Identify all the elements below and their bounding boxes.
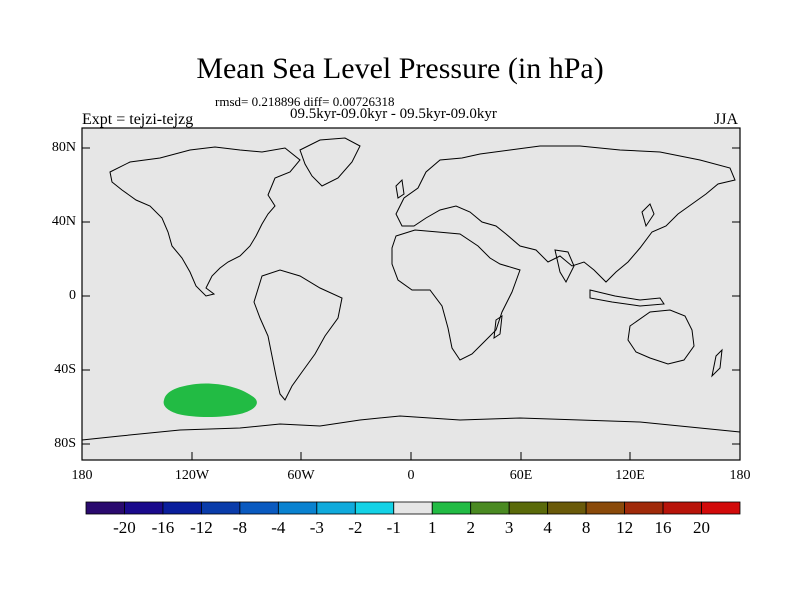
lon-label-180w: 180 (71, 468, 93, 483)
africa-outline (391, 229, 521, 361)
north-america-outline (109, 146, 301, 297)
colorbar (85, 501, 741, 515)
uk-outline (395, 178, 405, 199)
lon-label-60w: 60W (287, 468, 315, 483)
colorbar-label: 8 (581, 518, 591, 537)
colorbar-swatch (85, 501, 125, 515)
anomaly-region (163, 383, 257, 417)
new-zealand-outline (711, 348, 723, 378)
lon-label-0: 0 (407, 468, 415, 483)
lat-ticks (82, 147, 740, 445)
colorbar-label: 3 (504, 518, 514, 537)
madagascar-outline (493, 314, 503, 340)
colorbar-swatch (547, 501, 587, 515)
antarctica-outline (81, 415, 741, 441)
coastlines (81, 137, 741, 441)
colorbar-swatch (354, 501, 395, 515)
colorbar-label: 16 (654, 518, 672, 537)
colorbar-swatch (585, 501, 625, 515)
india-outline (554, 249, 575, 284)
colorbar-label: 1 (427, 518, 437, 537)
lon-label-180e: 180 (729, 468, 751, 483)
colorbar-label: -16 (151, 518, 175, 537)
south-america-outline (253, 269, 343, 401)
colorbar-label: 4 (543, 518, 552, 537)
colorbar-swatch (470, 501, 510, 515)
greenland-outline (299, 137, 361, 187)
colorbar-swatch (508, 501, 549, 515)
experiment-label: Expt = tejzi-tejzg (82, 111, 194, 128)
lon-label-60e: 60E (509, 468, 533, 483)
colorbar-swatch (162, 501, 202, 515)
colorbar-swatch (316, 501, 356, 515)
lat-label-0: 0 (69, 288, 76, 303)
stats-text: rmsd= 0.218896 diff= 0.00726318 (215, 94, 395, 109)
japan-outline (641, 203, 655, 228)
lon-ticks (81, 452, 741, 460)
colorbar-label: -1 (386, 518, 401, 537)
lon-label-120e: 120E (615, 468, 645, 483)
colorbar-swatch (624, 501, 664, 515)
colorbar-label: 20 (693, 518, 711, 537)
colorbar-swatch (277, 501, 318, 515)
colorbar-swatch (393, 501, 433, 515)
indonesia-outline (589, 289, 665, 307)
colorbar-swatch (431, 501, 472, 515)
lat-label-80n: 80N (51, 140, 76, 155)
colorbar-label: -8 (232, 518, 247, 537)
colorbar-label: 12 (616, 518, 634, 537)
colorbar-label: -20 (113, 518, 136, 537)
lat-label-80s: 80S (54, 436, 76, 451)
colorbar-swatch (662, 501, 702, 515)
colorbar-swatch (124, 501, 164, 515)
lon-label-120w: 120W (174, 468, 210, 483)
eurasia-outline (395, 145, 736, 283)
lat-label-40n: 40N (51, 214, 76, 229)
colorbar-swatch (239, 501, 279, 515)
colorbar-swatch (201, 501, 241, 515)
colorbar-label: -3 (309, 518, 324, 537)
chart-title: Mean Sea Level Pressure (in hPa) (196, 52, 604, 85)
season-label: JJA (714, 111, 739, 128)
colorbar-label: -4 (271, 518, 286, 537)
colorbar-label: -12 (190, 518, 213, 537)
colorbar-swatch (701, 501, 741, 515)
lat-label-40s: 40S (54, 362, 76, 377)
colorbar-label: -2 (348, 518, 363, 537)
australia-outline (627, 309, 695, 365)
colorbar-label: 2 (466, 518, 475, 537)
period-text: 09.5kyr-09.0kyr - 09.5kyr-09.0kyr (290, 106, 497, 122)
